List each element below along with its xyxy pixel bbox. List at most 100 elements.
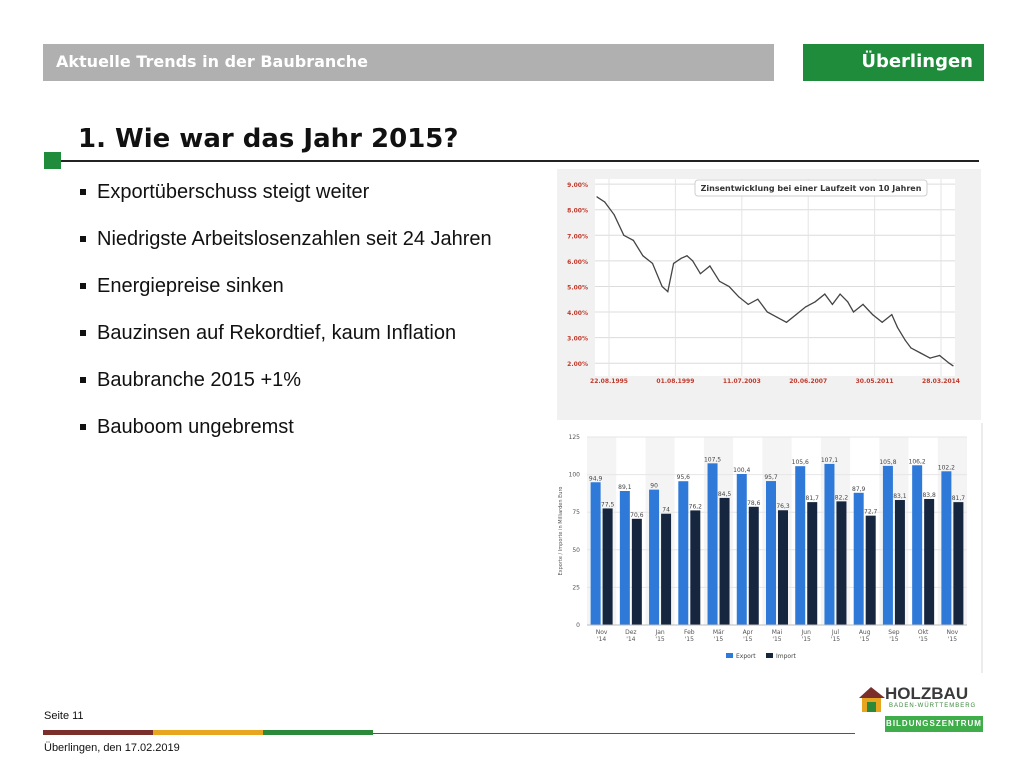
- import-bar: [602, 508, 613, 625]
- legend-export-label: Export: [736, 653, 756, 660]
- bullet-text: Bauboom ungebremst: [97, 416, 294, 438]
- x-tick-label: Sep: [888, 629, 900, 636]
- export-bar: [853, 492, 864, 625]
- rate-point: [661, 285, 663, 288]
- rate-point: [929, 357, 931, 359]
- bullet-text: Energiepreise sinken: [97, 275, 284, 297]
- export-value-label: 105,8: [879, 459, 896, 466]
- logo-band-label: BILDUNGSZENTRUM: [886, 719, 982, 728]
- import-value-label: 83,8: [922, 492, 936, 499]
- y-tick-label: 4.00%: [567, 310, 588, 317]
- footer-stripe-yellow: [153, 730, 263, 735]
- x-tick-label: Jun: [801, 629, 812, 636]
- x-tick-label: Apr: [743, 629, 754, 636]
- x-tick-label: 22.08.1995: [590, 378, 628, 385]
- import-bar: [924, 498, 935, 625]
- rate-point: [872, 313, 874, 316]
- rate-point: [738, 296, 740, 298]
- x-tick-label: Aug: [859, 629, 871, 636]
- export-bar: [941, 471, 952, 625]
- x-tick-label: Feb: [684, 629, 695, 636]
- interest-rate-chart-svg: 2.00% 3.00% 4.00% 5.00% 6.00% 7.00% 8.00% 9.00%…: [567, 179, 960, 385]
- footer-divider: [373, 733, 855, 734]
- plot-area: [595, 179, 955, 376]
- rate-point: [891, 313, 893, 316]
- export-bar: [707, 463, 718, 625]
- rate-point: [632, 239, 634, 242]
- y-tick-label: 75: [572, 509, 580, 516]
- bullet-square-icon: [80, 236, 86, 242]
- bullet-list: Exportüberschuss steigt weiter Niedrigst…: [78, 177, 492, 459]
- chart-title: Zinsentwicklung bei einer Laufzeit von 1…: [701, 184, 922, 193]
- import-bar: [807, 502, 818, 625]
- rate-point: [948, 362, 950, 364]
- import-value-label: 76,2: [689, 503, 703, 510]
- legend-import-swatch: [766, 653, 773, 658]
- bullet-text: Exportüberschuss steigt weiter: [97, 181, 370, 203]
- x-tick-label-year: '15: [685, 636, 694, 643]
- export-value-label: 95,7: [764, 474, 778, 481]
- rate-point: [623, 234, 625, 236]
- y-tick-label: 7.00%: [567, 233, 588, 240]
- export-value-label: 105,6: [792, 459, 809, 466]
- bullet-square-icon: [80, 189, 86, 195]
- export-value-label: 107,1: [821, 457, 838, 464]
- export-value-label: 95,6: [677, 474, 691, 481]
- export-import-chart-svg: 0 25 50 75 100 125 Exporte / Importe in Millia…: [558, 434, 967, 660]
- rate-point: [766, 311, 768, 313]
- import-value-label: 77,5: [601, 501, 615, 508]
- import-bar: [865, 515, 876, 625]
- y-tick-label: 5.00%: [567, 284, 588, 291]
- house-logo-icon: [859, 687, 885, 712]
- import-value-label: 74: [662, 507, 670, 514]
- y-tick-label: 9.00%: [567, 182, 588, 189]
- import-value-label: 70,6: [630, 512, 644, 519]
- bullet-square-icon: [80, 377, 86, 383]
- export-value-label: 87,9: [852, 486, 866, 493]
- title-underline: [61, 160, 979, 162]
- export-value-label: 94,9: [589, 475, 603, 482]
- bullet-item: Energiepreise sinken: [78, 271, 492, 318]
- location-label: Überlingen: [861, 51, 973, 72]
- rate-point: [881, 321, 883, 323]
- export-bar: [678, 481, 689, 625]
- header-title: Aktuelle Trends in der Baubranche: [56, 52, 368, 71]
- import-bar: [661, 513, 672, 625]
- legend-export-swatch: [726, 653, 733, 658]
- export-bar: [649, 489, 660, 625]
- export-bar: [766, 481, 776, 625]
- x-tick-label-year: '15: [831, 636, 840, 643]
- rate-point: [613, 214, 615, 216]
- rate-point: [904, 339, 906, 341]
- import-bar: [690, 510, 701, 625]
- bullet-square-icon: [80, 283, 86, 289]
- footer-stripe-green: [263, 730, 373, 735]
- rate-point: [852, 311, 855, 313]
- x-tick-label-year: '14: [597, 636, 606, 643]
- rate-point: [596, 196, 598, 198]
- x-tick-label-year: '15: [889, 636, 898, 643]
- import-value-label: 72,7: [864, 509, 878, 516]
- bullet-text: Bauzinsen auf Rekordtief, kaum Inflation: [97, 322, 457, 344]
- rate-point: [814, 301, 816, 303]
- import-value-label: 78,6: [747, 500, 761, 507]
- y-tick-label: 25: [572, 584, 580, 591]
- rate-point: [686, 255, 688, 257]
- y-tick-label: 0: [576, 622, 580, 629]
- export-value-label: 89,1: [618, 484, 632, 491]
- y-tick-label: 50: [572, 547, 580, 554]
- rate-point: [680, 257, 682, 259]
- export-bar: [912, 465, 923, 625]
- import-bar: [778, 510, 788, 625]
- rate-point: [824, 293, 826, 295]
- header-bar: Aktuelle Trends in der Baubranche: [43, 44, 774, 81]
- export-bar: [824, 463, 835, 625]
- x-tick-label: 30.05.2011: [856, 378, 894, 385]
- y-tick-label: 6.00%: [567, 259, 588, 266]
- export-import-chart: 0 25 50 75 100 125 Exporte / Importe in Millia…: [557, 423, 983, 673]
- export-value-label: 90: [650, 483, 658, 490]
- import-bar: [631, 518, 642, 625]
- x-tick-label-year: '15: [860, 636, 869, 643]
- interest-rate-chart: 2.00% 3.00% 4.00% 5.00% 6.00% 7.00% 8.00% 9.00%…: [557, 169, 981, 420]
- rate-point: [919, 352, 922, 354]
